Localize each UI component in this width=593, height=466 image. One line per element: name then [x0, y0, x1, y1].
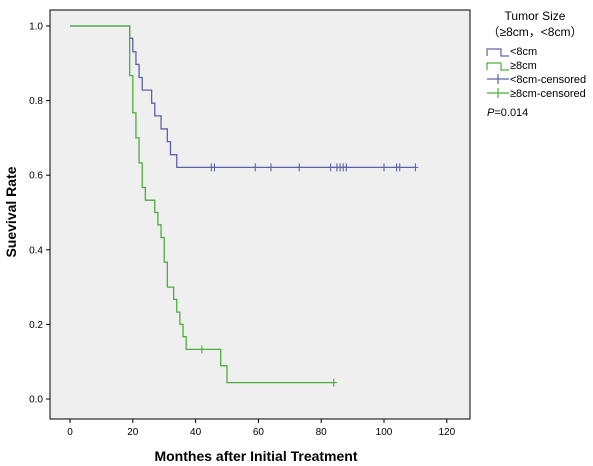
- legend-swatch-lt8-censored: [487, 74, 509, 84]
- legend-title-line2: （≥8cm，<8cm）: [488, 25, 583, 39]
- series-line-lt8: [70, 25, 416, 169]
- y-tick-label: 0.4: [29, 245, 43, 256]
- legend-swatch-lt8: [486, 48, 509, 57]
- legend-entry-lt8-censored: <8cm-censored: [510, 74, 586, 86]
- x-tick-label: 20: [127, 427, 139, 438]
- y-tick-label: 0.0: [29, 395, 43, 406]
- x-tick-label: 40: [190, 427, 202, 438]
- p-value: P=0.014: [487, 107, 528, 119]
- x-tick-label: 120: [438, 427, 455, 438]
- censored-mark-lt8: [412, 163, 419, 172]
- censored-mark-lt8: [343, 163, 350, 172]
- legend-entry-lt8: <8cm: [510, 46, 537, 58]
- series-layer: [70, 25, 416, 384]
- y-axis-title: Suevival Rate: [3, 166, 19, 257]
- plot-area: [49, 9, 471, 420]
- censored-mark-lt8: [396, 163, 403, 172]
- censored-mark-lt8: [211, 163, 218, 172]
- series-line-ge8: [70, 25, 334, 384]
- x-tick-label: 0: [67, 427, 73, 438]
- censored-mark-lt8: [327, 163, 334, 172]
- axes: 0 20 40 60 80 100 120 0.0 0.2 0.4 0.6 0.8 1.0: [29, 22, 455, 439]
- y-tick-label: 0.6: [29, 171, 43, 182]
- p-value-label: P: [487, 107, 495, 119]
- legend-entry-ge8-censored: ≥8cm-censored: [510, 88, 586, 100]
- legend-swatch-ge8: [486, 62, 509, 71]
- x-axis-title: Monthes after Initial Treatment: [154, 448, 357, 464]
- x-tick-label: 60: [253, 427, 265, 438]
- censor-layer: [198, 163, 419, 387]
- y-tick-label: 0.8: [29, 96, 43, 107]
- y-tick-label: 1.0: [29, 22, 43, 33]
- censored-mark-ge8: [198, 345, 205, 354]
- legend-title-line1: Tumor Size: [505, 9, 566, 23]
- censored-mark-lt8: [296, 163, 303, 172]
- y-tick-label: 0.2: [29, 320, 43, 331]
- p-value-number: =0.014: [494, 107, 528, 119]
- censored-mark-lt8: [267, 163, 274, 172]
- censored-mark-lt8: [252, 163, 259, 172]
- legend: Tumor Size （≥8cm，<8cm） <8cm ≥8cm <8cm-ce…: [486, 9, 586, 119]
- x-tick-label: 100: [376, 427, 393, 438]
- censored-mark-ge8: [330, 378, 337, 387]
- legend-swatch-ge8-censored: [487, 88, 509, 98]
- censored-mark-lt8: [381, 163, 387, 172]
- legend-entry-ge8: ≥8cm: [510, 60, 537, 72]
- x-tick-label: 80: [316, 427, 328, 438]
